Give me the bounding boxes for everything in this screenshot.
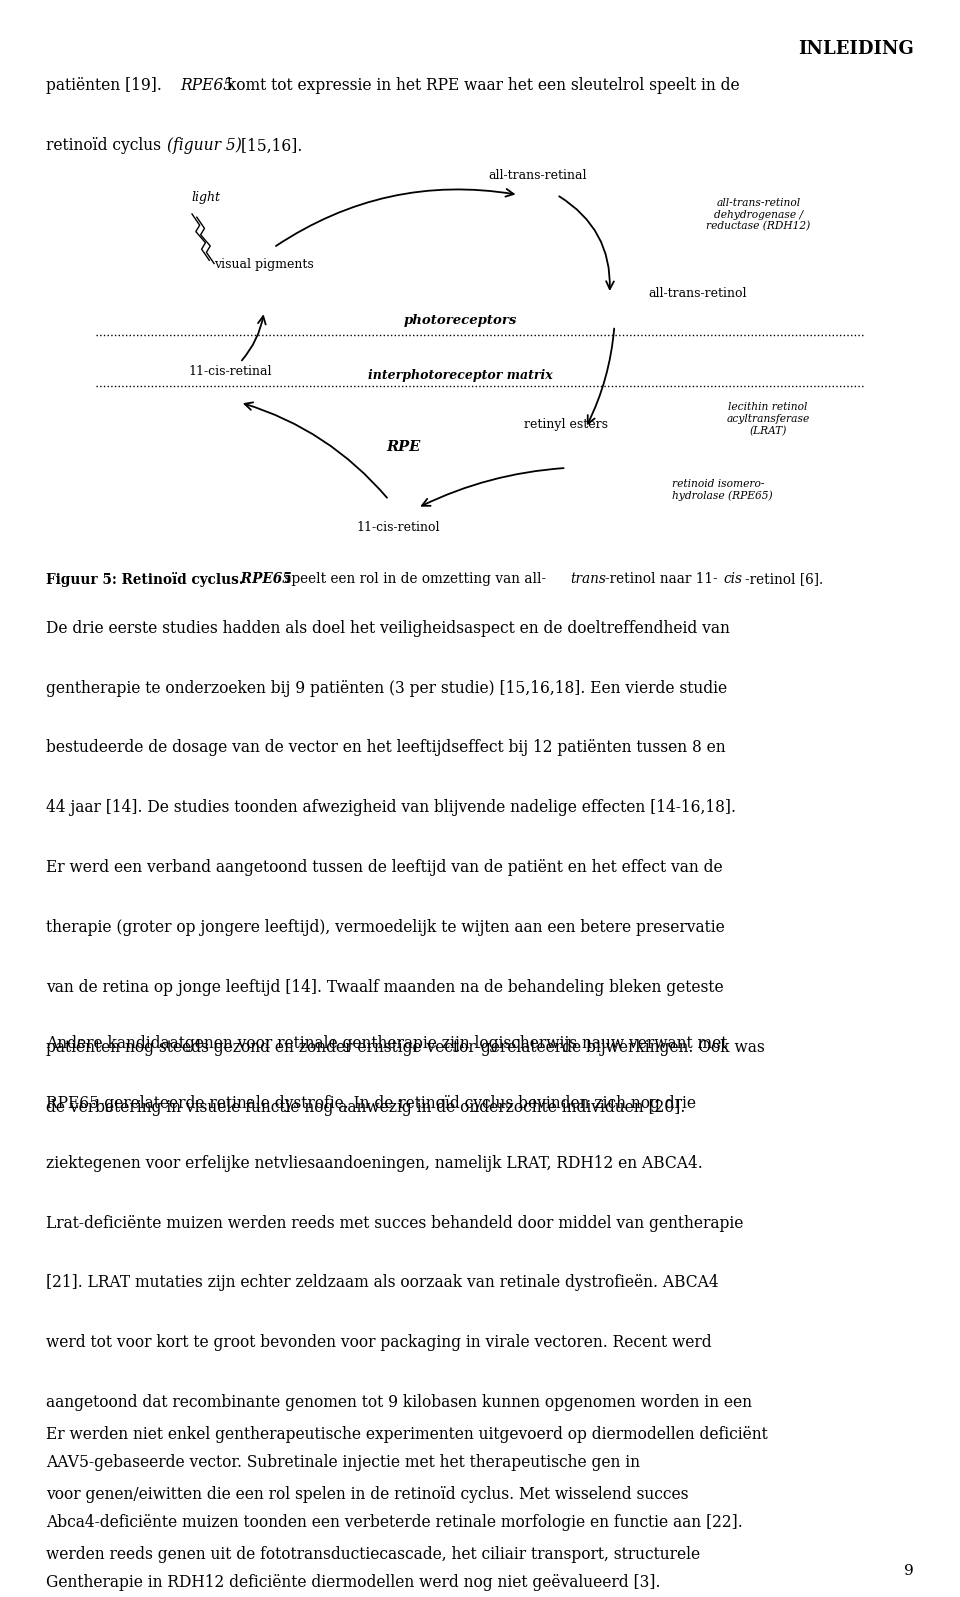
Text: all-trans-retinol: all-trans-retinol: [648, 287, 747, 300]
Text: Abca4-deficiënte muizen toonden een verbeterde retinale morfologie en functie aa: Abca4-deficiënte muizen toonden een verb…: [46, 1514, 743, 1532]
Text: visual pigments: visual pigments: [214, 259, 314, 271]
Text: 44 jaar [14]. De studies toonden afwezigheid van blijvende nadelige effecten [14: 44 jaar [14]. De studies toonden afwezig…: [46, 798, 736, 816]
Text: trans: trans: [570, 572, 606, 586]
Text: RPE65: RPE65: [180, 77, 233, 94]
Text: bestudeerde de dosage van de vector en het leeftijdseffect bij 12 patiënten tuss: bestudeerde de dosage van de vector en h…: [46, 739, 726, 757]
Text: van de retina op jonge leeftijd [14]. Twaalf maanden na de behandeling bleken ge: van de retina op jonge leeftijd [14]. Tw…: [46, 979, 724, 997]
Text: all-trans-retinal: all-trans-retinal: [489, 169, 587, 182]
Text: RPE65: RPE65: [236, 572, 292, 586]
Text: ziektegenen voor erfelijke netvliesaandoeningen, namelijk LRAT, RDH12 en ABCA4.: ziektegenen voor erfelijke netvliesaando…: [46, 1155, 703, 1172]
Text: gentherapie te onderzoeken bij 9 patiënten (3 per studie) [15,16,18]. Een vierde: gentherapie te onderzoeken bij 9 patiënt…: [46, 680, 728, 696]
Text: AAV5-gebaseerde vector. Subretinale injectie met het therapeutische gen in: AAV5-gebaseerde vector. Subretinale inje…: [46, 1455, 640, 1471]
Text: RPE: RPE: [386, 441, 420, 454]
Text: all-trans-retinol
dehydrogenase /
reductase (RDH12): all-trans-retinol dehydrogenase / reduct…: [707, 198, 810, 232]
Text: cis: cis: [724, 572, 743, 586]
Text: werd tot voor kort te groot bevonden voor packaging in virale vectoren. Recent w: werd tot voor kort te groot bevonden voo…: [46, 1335, 711, 1351]
Text: interphotoreceptor matrix: interphotoreceptor matrix: [369, 369, 553, 382]
Text: -retinol [6].: -retinol [6].: [745, 572, 824, 586]
Text: 11-cis-retinol: 11-cis-retinol: [357, 521, 440, 533]
Text: 9: 9: [904, 1563, 914, 1578]
Text: [15,16].: [15,16].: [236, 137, 302, 155]
Text: lecithin retinol
acyltransferase
(LRAT): lecithin retinol acyltransferase (LRAT): [727, 402, 809, 436]
Text: retinoïd cyclus: retinoïd cyclus: [46, 137, 166, 155]
Text: (figuur 5): (figuur 5): [167, 137, 242, 155]
Text: Figuur 5: Retinoïd cyclus.: Figuur 5: Retinoïd cyclus.: [46, 572, 244, 586]
Text: -retinol naar 11-: -retinol naar 11-: [605, 572, 717, 586]
Text: patiënten nog steeds gezond en zonder ernstige vector-gerelateerde bijwerkingen.: patiënten nog steeds gezond en zonder er…: [46, 1040, 765, 1056]
Text: werden reeds genen uit de fototransductiecascade, het ciliair transport, structu: werden reeds genen uit de fototransducti…: [46, 1546, 700, 1563]
Text: speelt een rol in de omzetting van all-: speelt een rol in de omzetting van all-: [280, 572, 546, 586]
Text: retinoid isomero-
hydrolase (RPE65): retinoid isomero- hydrolase (RPE65): [672, 479, 773, 501]
Text: retinyl esters: retinyl esters: [524, 418, 609, 431]
Text: aangetoond dat recombinante genomen tot 9 kilobasen kunnen opgenomen worden in e: aangetoond dat recombinante genomen tot …: [46, 1394, 752, 1412]
Text: Lrat-deficiënte muizen werden reeds met succes behandeld door middel van genther: Lrat-deficiënte muizen werden reeds met …: [46, 1214, 743, 1231]
Text: Gentherapie in RDH12 deficiënte diermodellen werd nog niet geëvalueerd [3].: Gentherapie in RDH12 deficiënte diermode…: [46, 1575, 660, 1591]
Text: de verbetering in visuele functie nog aanwezig in de onderzochte individuen [20]: de verbetering in visuele functie nog aa…: [46, 1099, 685, 1116]
Text: De drie eerste studies hadden als doel het veiligheidsaspect en de doeltreffendh: De drie eerste studies hadden als doel h…: [46, 620, 730, 637]
Text: Andere kandidaatgenen voor retinale gentherapie zijn logischerwijs nauw verwant : Andere kandidaatgenen voor retinale gent…: [46, 1035, 728, 1052]
Text: 11-cis-retinal: 11-cis-retinal: [189, 366, 272, 378]
Text: INLEIDING: INLEIDING: [798, 40, 914, 57]
Text: light: light: [192, 192, 221, 204]
Text: RPE65-gerelateerde retinale dystrofie. In de retinoïd cyclus bevinden zich nog d: RPE65-gerelateerde retinale dystrofie. I…: [46, 1096, 696, 1112]
Text: komt tot expressie in het RPE waar het een sleutelrol speelt in de: komt tot expressie in het RPE waar het e…: [222, 77, 739, 94]
Text: [21]. LRAT mutaties zijn echter zeldzaam als oorzaak van retinale dystrofieën. A: [21]. LRAT mutaties zijn echter zeldzaam…: [46, 1274, 719, 1292]
Text: photoreceptors: photoreceptors: [404, 315, 517, 327]
Text: voor genen/eiwitten die een rol spelen in de retinoïd cyclus. Met wisselend succ: voor genen/eiwitten die een rol spelen i…: [46, 1485, 688, 1503]
Text: therapie (groter op jongere leeftijd), vermoedelijk te wijten aan een betere pre: therapie (groter op jongere leeftijd), v…: [46, 920, 725, 936]
Text: Er werd een verband aangetoond tussen de leeftijd van de patiënt en het effect v: Er werd een verband aangetoond tussen de…: [46, 859, 723, 877]
Text: Er werden niet enkel gentherapeutische experimenten uitgevoerd op diermodellen d: Er werden niet enkel gentherapeutische e…: [46, 1426, 768, 1444]
Text: patiënten [19].: patiënten [19].: [46, 77, 167, 94]
